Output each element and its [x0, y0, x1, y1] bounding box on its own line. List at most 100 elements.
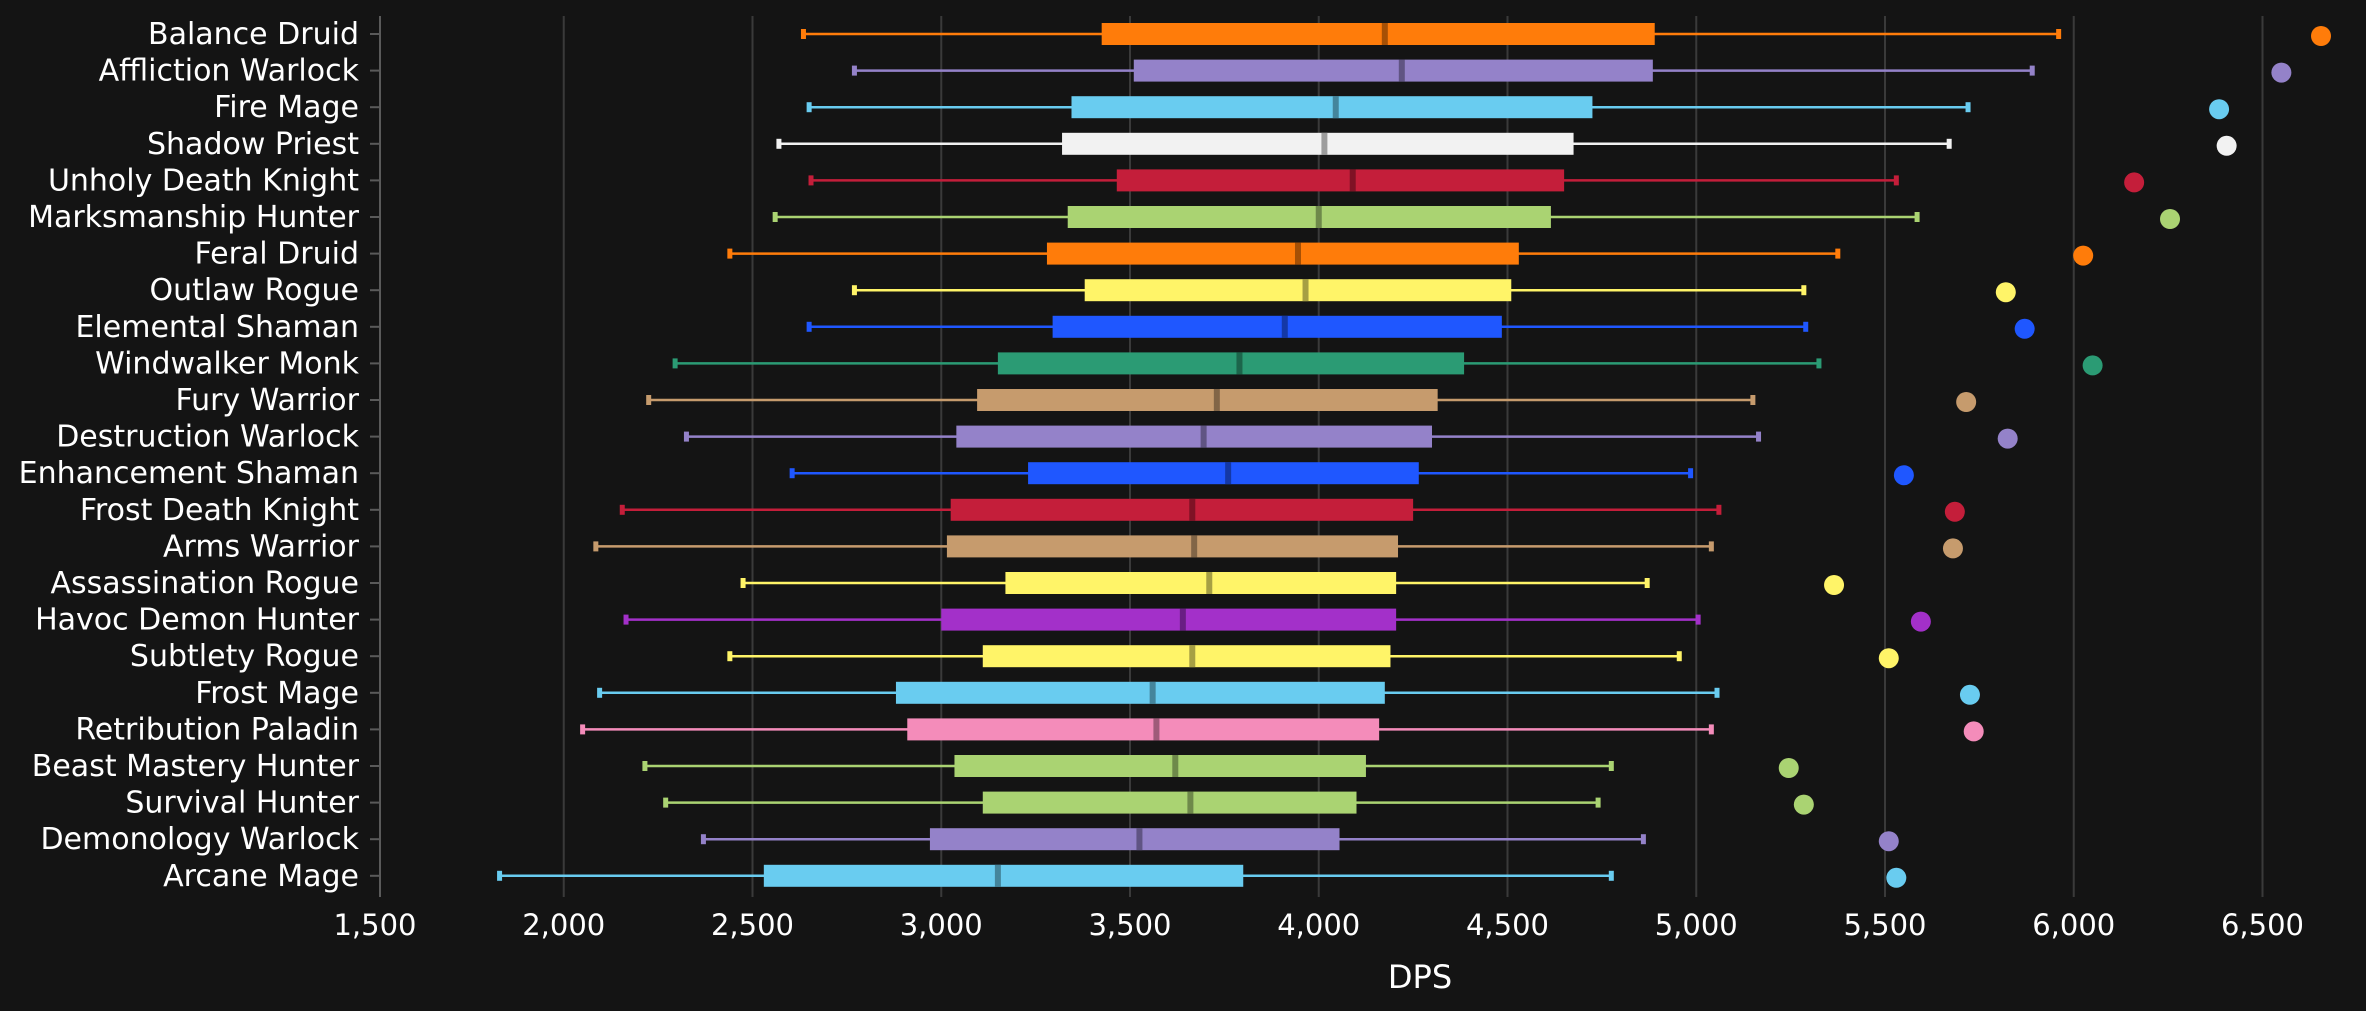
whisker-cap-max — [1708, 541, 1714, 552]
outlier-point — [1997, 428, 2018, 449]
whisker-cap-min — [851, 65, 857, 76]
iqr-box — [763, 864, 1244, 887]
median-marker-shade — [1398, 59, 1405, 82]
median-marker-shade — [1321, 132, 1328, 155]
series-row: Outlaw Rogue — [149, 273, 2016, 308]
median-marker — [1149, 681, 1156, 704]
whisker-cap-min — [808, 175, 814, 186]
series-row: Havoc Demon Hunter — [35, 603, 1931, 638]
whisker-cap-min — [593, 541, 599, 552]
median-marker — [1153, 718, 1160, 741]
whisker-cap-max — [1716, 504, 1722, 515]
median-marker — [1398, 59, 1405, 82]
whisker-cap-max — [1676, 651, 1682, 662]
median-marker — [994, 864, 1001, 887]
median-marker-shade — [1294, 242, 1301, 265]
category-label: Affliction Warlock — [99, 54, 360, 89]
category-label: Survival Hunter — [125, 786, 359, 821]
x-tick-label: 5,000 — [1655, 908, 1738, 942]
whisker-cap-max — [1756, 431, 1762, 442]
median-marker — [1179, 608, 1186, 631]
iqr-box — [1084, 279, 1512, 302]
whisker-cap-max — [1893, 175, 1899, 186]
series-row: Frost Death Knight — [80, 493, 1965, 528]
outlier-point — [2014, 318, 2035, 339]
outlier-point — [2124, 172, 2145, 193]
whisker-cap-max — [1595, 797, 1601, 808]
whisker-cap-min — [623, 614, 629, 625]
category-label: Arms Warrior — [163, 529, 360, 564]
median-marker — [1172, 755, 1179, 777]
x-tick-label: 3,000 — [900, 908, 983, 942]
x-tick-label: 6,500 — [2221, 908, 2304, 942]
whisker-cap-max — [1644, 578, 1650, 588]
median-marker — [1236, 352, 1243, 375]
category-label: Retribution Paladin — [75, 712, 359, 747]
whisker-cap-max — [2056, 29, 2062, 39]
series-row: Fire Mage — [214, 90, 2230, 125]
median-marker — [1281, 315, 1288, 338]
whisker-cap-min — [619, 504, 625, 515]
median-marker — [1206, 572, 1213, 594]
whisker-cap-max — [1835, 248, 1841, 259]
median-marker-shade — [1332, 96, 1339, 119]
iqr-box — [1052, 315, 1502, 338]
category-label: Arcane Mage — [163, 859, 359, 894]
whisker-cap-min — [580, 724, 586, 735]
outlier-point — [2082, 355, 2103, 376]
whisker-cap-max — [1640, 834, 1646, 845]
median-marker — [1294, 242, 1301, 265]
whisker-cap-min — [646, 395, 652, 405]
category-label: Destruction Warlock — [56, 420, 359, 455]
whisker-cap-min — [851, 285, 857, 296]
series-row: Beast Mastery Hunter — [32, 749, 1799, 784]
category-label: Windwalker Monk — [95, 346, 360, 381]
whisker-cap-max — [1816, 358, 1822, 369]
outlier-point — [1886, 867, 1907, 888]
x-tick-label: 4,500 — [1466, 908, 1549, 942]
outlier-point — [1793, 794, 1814, 815]
whisker-cap-max — [1801, 285, 1807, 296]
whisker-cap-min — [642, 761, 648, 771]
outlier-point — [2311, 26, 2332, 46]
median-marker-shade — [1189, 645, 1196, 668]
outlier-point — [1878, 648, 1899, 669]
whisker-cap-min — [800, 29, 806, 39]
category-label: Havoc Demon Hunter — [35, 603, 360, 638]
outlier-point — [1963, 721, 1984, 742]
median-marker-shade — [1381, 23, 1388, 45]
category-label: Assassination Rogue — [50, 566, 359, 601]
median-marker-shade — [1189, 498, 1196, 521]
iqr-box — [982, 645, 1391, 668]
iqr-box — [895, 681, 1385, 704]
median-marker — [1332, 96, 1339, 119]
iqr-box — [954, 755, 1366, 777]
whisker-cap-min — [663, 797, 669, 808]
whisker-cap-max — [1708, 724, 1714, 735]
whisker-cap-max — [1750, 395, 1756, 405]
outlier-point — [1910, 611, 1931, 632]
x-tick-label: 2,000 — [522, 908, 605, 942]
median-marker — [1136, 828, 1143, 851]
iqr-box — [907, 718, 1380, 741]
category-label: Beast Mastery Hunter — [32, 749, 360, 784]
series-row: Assassination Rogue — [50, 566, 1845, 601]
outlier-point — [1893, 465, 1914, 486]
x-tick-label: 1,500 — [333, 908, 416, 942]
median-marker-shade — [1136, 828, 1143, 851]
series-row: Windwalker Monk — [95, 346, 2103, 381]
outlier-point — [1944, 501, 1965, 522]
category-label: Subtlety Rogue — [130, 639, 359, 674]
iqr-box — [1005, 572, 1397, 594]
outlier-point — [1942, 538, 1963, 559]
category-label: Balance Druid — [148, 17, 359, 52]
median-marker — [1213, 389, 1220, 411]
whisker-cap-min — [740, 578, 746, 588]
median-marker-shade — [1349, 169, 1356, 192]
series-row: Demonology Warlock — [40, 822, 1899, 857]
iqr-box — [1116, 169, 1565, 192]
category-label: Enhancement Shaman — [19, 456, 359, 491]
series-row: Unholy Death Knight — [48, 163, 2145, 198]
median-marker — [1302, 279, 1309, 302]
whisker-cap-min — [497, 870, 503, 881]
